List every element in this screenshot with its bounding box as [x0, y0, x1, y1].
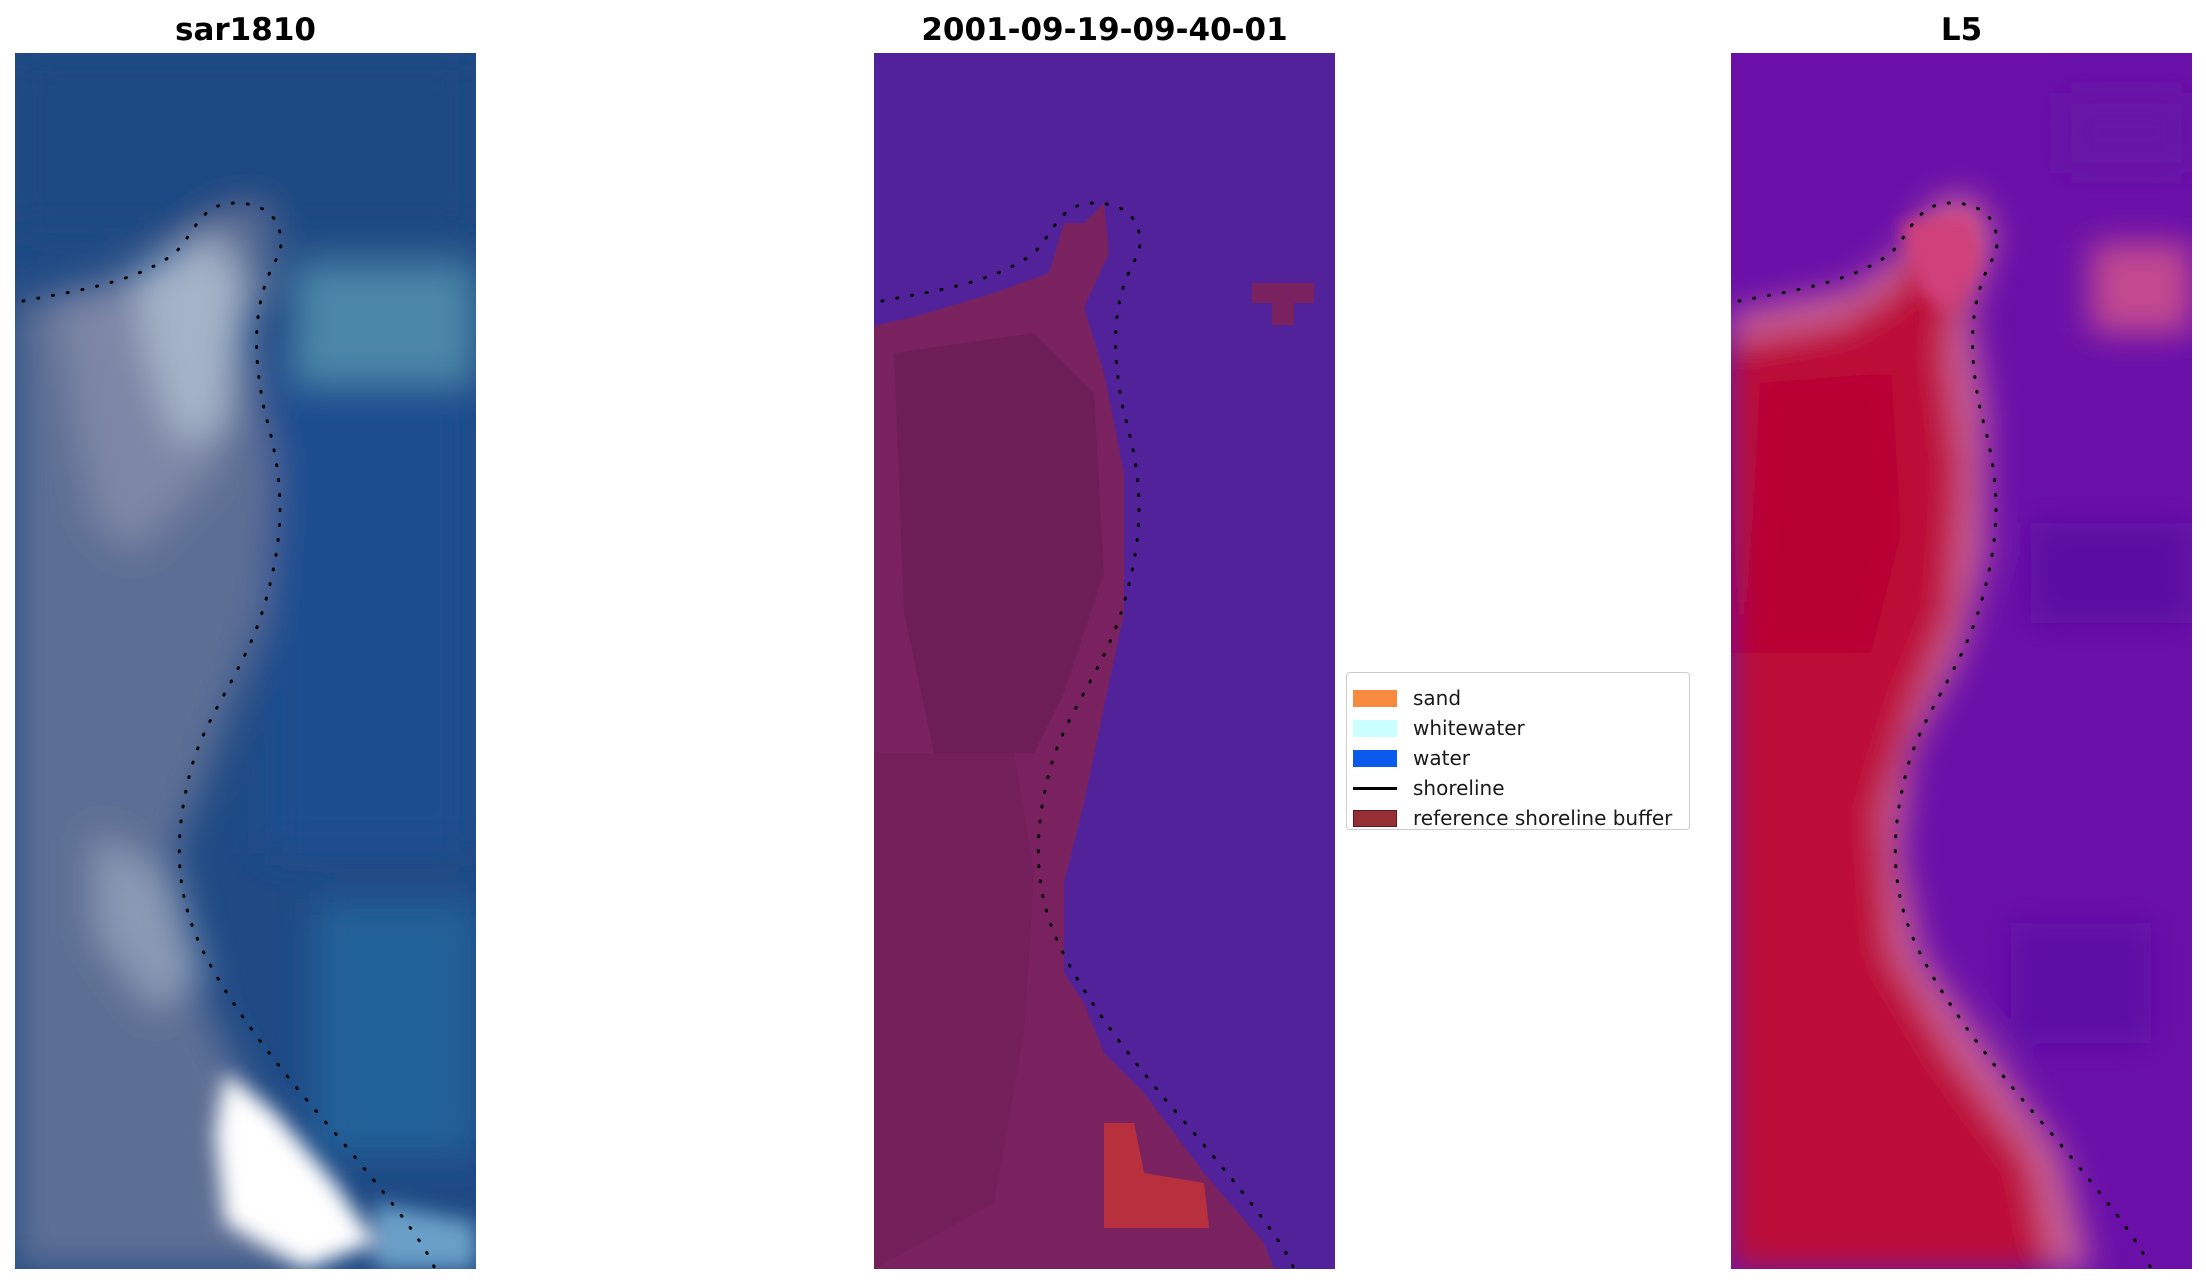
index-image: [1731, 53, 2192, 1269]
legend-label-shoreline: shoreline: [1413, 776, 1505, 800]
legend-swatch-whitewater: [1353, 719, 1397, 737]
classified-image-panel: [874, 53, 1335, 1269]
legend-line-shoreline: [1353, 786, 1397, 790]
rgb-image: [15, 53, 476, 1269]
legend-label-whitewater: whitewater: [1413, 716, 1525, 740]
rgb-image-panel: [15, 53, 476, 1269]
legend-swatch-sand: [1353, 689, 1397, 707]
legend-label-reference-buffer: reference shoreline buffer: [1413, 806, 1673, 830]
legend: sand whitewater water shoreline referenc…: [1346, 672, 1690, 830]
index-image-panel: [1731, 53, 2192, 1269]
legend-swatch-water: [1353, 749, 1397, 767]
classified-image: [874, 53, 1335, 1269]
panel-title-classified: 2001-09-19-09-40-01: [921, 12, 1288, 48]
legend-label-sand: sand: [1413, 686, 1462, 710]
panel-title-index: L5: [1940, 12, 1983, 48]
legend-label-water: water: [1413, 746, 1470, 770]
legend-swatch-reference-buffer: [1353, 809, 1397, 827]
panel-title-rgb: sar1810: [175, 12, 316, 48]
